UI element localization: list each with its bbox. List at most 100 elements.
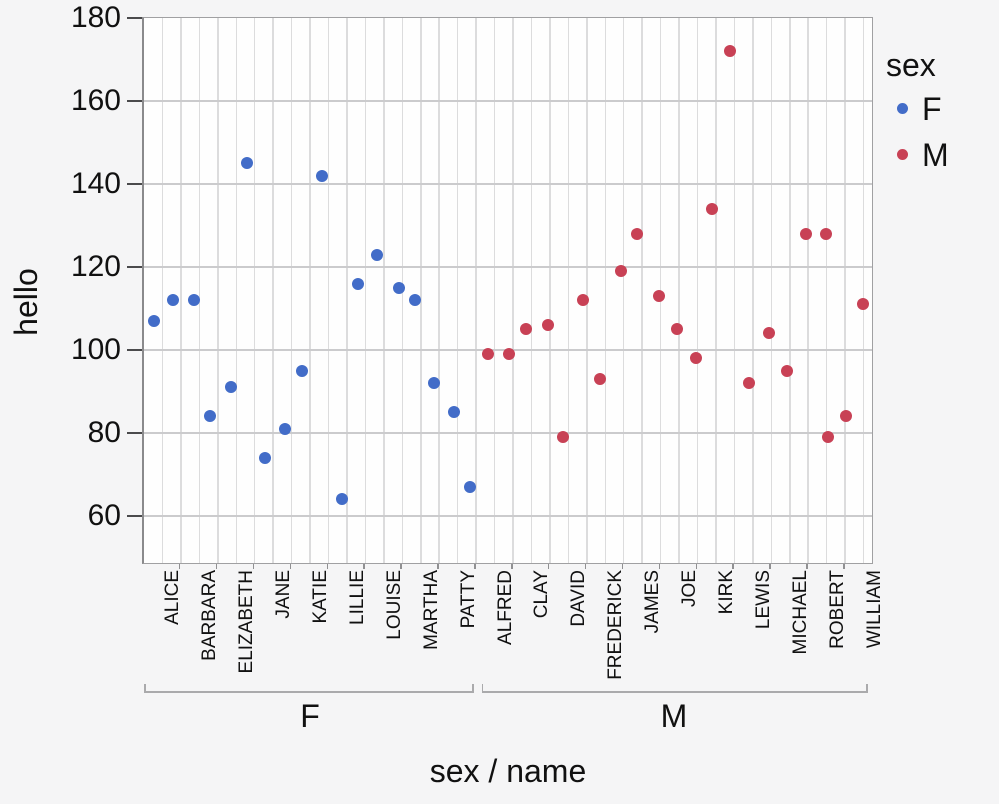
data-point[interactable] [799,227,812,240]
data-point[interactable] [316,169,328,182]
data-point[interactable] [447,406,460,419]
data-point[interactable] [671,323,683,336]
legend-item-m[interactable]: M [886,132,996,178]
horizontal-gridline [144,266,872,268]
data-point[interactable] [147,314,160,327]
x-axis-tick [400,564,402,569]
x-name-label: LEWIS [752,570,774,630]
vertical-gridline [364,18,367,563]
y-tick-label: 160 [70,83,121,117]
vertical-gridline [770,18,773,563]
data-point[interactable] [392,281,405,294]
data-point[interactable] [557,431,569,444]
y-axis-tick [127,16,142,19]
data-point[interactable] [520,323,533,336]
data-point[interactable] [482,348,494,361]
group-label-m: M [660,698,688,734]
vertical-gridline [309,18,311,563]
data-point[interactable] [840,410,852,423]
data-point[interactable] [820,227,832,240]
data-point[interactable] [577,294,589,307]
vertical-gridline [678,18,680,563]
y-tick-label: 100 [70,332,121,366]
group-bracket-m [481,691,868,693]
group-bracket-f [144,691,474,693]
y-tick-label: 180 [70,0,121,34]
x-name-label: MICHAEL [789,570,811,655]
x-axis-tick [437,564,439,569]
x-axis-tick [215,564,218,569]
vertical-gridline [180,18,182,563]
legend-item-f[interactable]: F [886,86,996,132]
group-label-f: F [300,698,320,734]
y-axis-tick [127,431,142,434]
x-name-label: CLAY [531,570,553,619]
data-point[interactable] [706,202,718,215]
legend: sex F M [886,44,996,178]
legend-dot-m-icon [897,149,908,160]
data-point[interactable] [352,277,365,290]
x-axis-tick [843,564,845,569]
data-point[interactable] [336,493,348,506]
x-name-label: JAMES [642,570,664,634]
vertical-gridline [844,18,846,563]
data-point[interactable] [857,298,869,311]
vertical-gridline [530,18,533,563]
x-axis-title: sex / name [429,753,587,789]
data-point[interactable] [762,327,775,340]
data-point[interactable] [542,319,554,332]
data-point[interactable] [241,157,253,170]
x-name-label: KIRK [715,570,737,615]
data-point[interactable] [631,227,643,240]
x-name-label: ELIZABETH [236,570,258,674]
vertical-gridline [327,18,330,563]
data-point[interactable] [203,410,216,423]
data-point[interactable] [259,451,272,464]
data-point[interactable] [279,422,291,435]
data-point[interactable] [690,352,702,365]
data-point[interactable] [463,480,476,493]
plot-area [142,17,873,564]
data-point[interactable] [615,265,627,278]
x-axis-tick [732,564,734,569]
data-point[interactable] [594,373,607,386]
vertical-gridline [235,18,237,563]
vertical-gridline [272,18,274,563]
data-point[interactable] [723,45,736,58]
vertical-gridline [789,18,791,563]
vertical-gridline [549,18,551,563]
vertical-gridline [420,18,422,563]
x-name-label: ALICE [162,570,184,625]
data-point[interactable] [187,294,200,307]
data-point[interactable] [502,348,515,361]
data-point[interactable] [167,294,179,307]
vertical-gridline [622,18,625,563]
data-point[interactable] [427,377,440,390]
data-point[interactable] [652,290,665,303]
x-name-label: DAVID [568,570,590,627]
vertical-gridline [346,18,348,563]
x-axis-tick [252,564,255,569]
x-axis-tick [363,564,365,569]
data-point[interactable] [224,381,237,394]
vertical-gridline [641,18,643,563]
legend-label-m: M [922,137,949,173]
group-bracket-m-cap [866,684,868,692]
x-axis-tick [584,564,587,569]
x-name-label: KATIE [310,570,332,624]
x-axis-tick [769,564,771,569]
x-name-label: WILLIAM [863,570,885,649]
y-tick-label: 140 [70,166,121,200]
horizontal-gridline [144,515,872,517]
vertical-gridline [807,18,809,563]
data-point[interactable] [742,377,755,390]
data-point[interactable] [408,294,421,307]
data-point[interactable] [296,364,309,377]
data-point[interactable] [371,248,383,261]
data-point[interactable] [821,431,834,444]
y-tick-label: 60 [87,498,121,532]
data-point[interactable] [781,364,793,377]
vertical-gridline [825,18,828,563]
y-axis-tick [127,182,142,185]
x-axis-tick [511,564,513,569]
